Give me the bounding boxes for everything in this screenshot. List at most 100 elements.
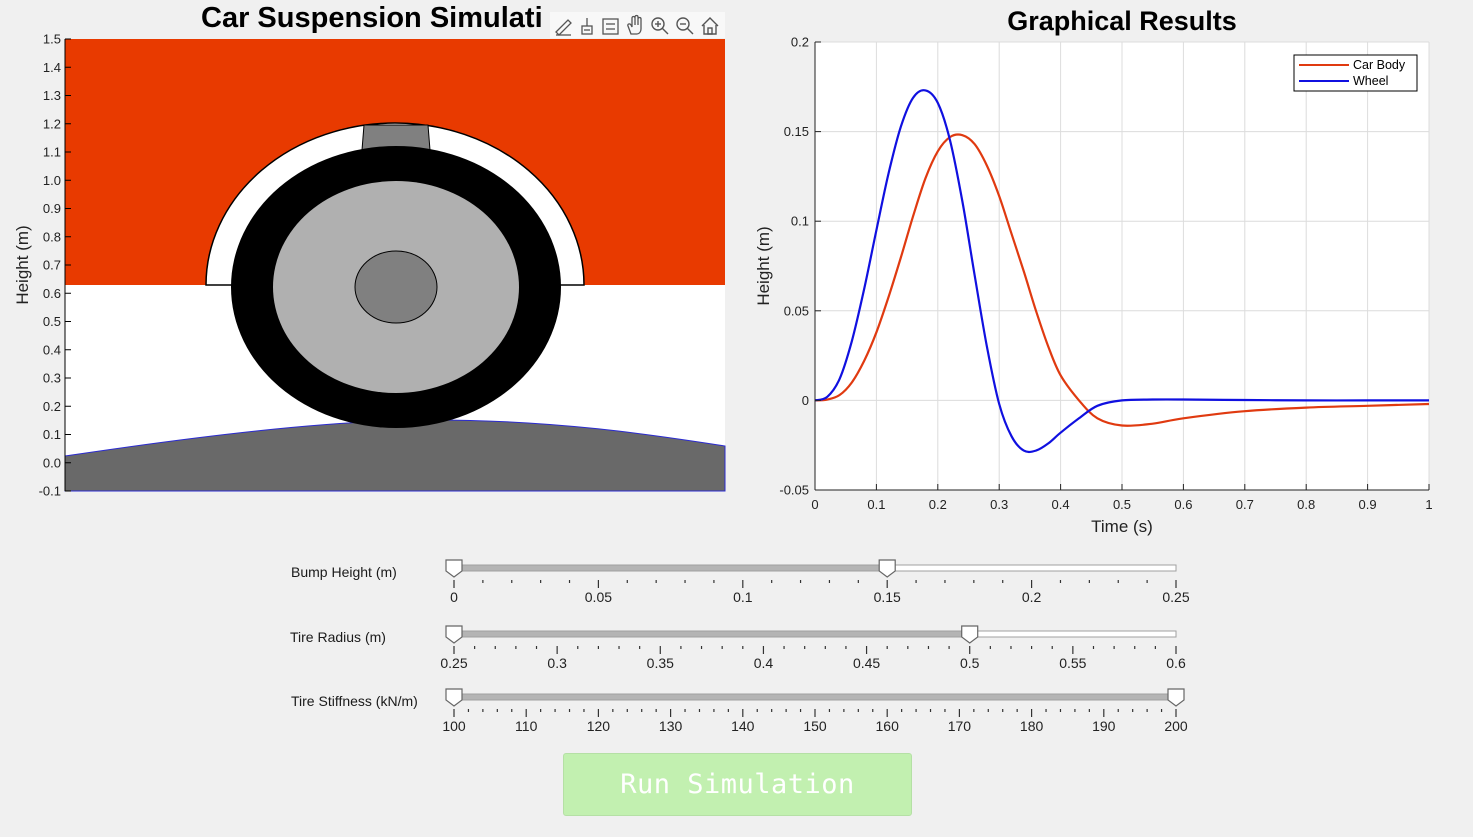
tire-stiffness-label: Tire Stiffness (kN/m) — [291, 693, 418, 709]
slider-panel: 0 0.05 0.1 0.15 0.2 0.25 0.25 0.3 0.35 0.4 0.45 0.5… — [440, 559, 1190, 734]
tire-stiffness-slider[interactable]: 100 110 120 130 140 150 160 170 180 190 200 — [442, 688, 1188, 734]
slider-tick-label: 190 — [1092, 718, 1116, 734]
chart-x-tick-label: 1 — [1425, 497, 1432, 512]
slider-tick-label: 0.2 — [1022, 589, 1042, 605]
slider-min-thumb[interactable] — [445, 625, 463, 644]
zoom-out-icon[interactable] — [676, 17, 694, 35]
tire-radius-label: Tire Radius (m) — [290, 629, 386, 645]
legend-label-wheel: Wheel — [1353, 74, 1388, 88]
series-line-car-body — [814, 133, 1430, 427]
simulation-title: Car Suspension Simulati — [201, 2, 543, 34]
slider-tick-label: 100 — [442, 718, 466, 734]
chart-legend[interactable]: Car Body Wheel — [1293, 54, 1418, 92]
chart-x-tick-label: 0.3 — [990, 497, 1008, 512]
chart-x-tick-label: 0.6 — [1174, 497, 1192, 512]
left-y-tick-label: 0.5 — [43, 314, 61, 329]
chart-y-tick-label: 0.2 — [791, 35, 809, 50]
slider-tick-label: 0 — [450, 589, 458, 605]
series-line-wheel — [814, 89, 1429, 454]
slider-tick-label: 0.25 — [1162, 589, 1189, 605]
chart-x-axis-label: Time (s) — [1091, 517, 1153, 536]
slider-tick-label: 200 — [1164, 718, 1188, 734]
slider-tick-label: 0.5 — [960, 655, 980, 671]
chart-y-tick-label: 0.05 — [784, 303, 809, 318]
left-y-tick-label: 1.4 — [43, 60, 61, 75]
brush-icon[interactable] — [581, 18, 593, 35]
slider-tick-label: 0.35 — [647, 655, 674, 671]
bump-height-slider[interactable]: 0 0.05 0.1 0.15 0.2 0.25 — [445, 559, 1190, 605]
results-chart[interactable]: 0 0.1 0.2 0.3 0.4 0.5 0.6 0.7 0.8 0.9 1 0.2 0.15 0.1 0… — [740, 0, 1473, 545]
simulation-axes[interactable]: 1.5 1.4 1.3 1.2 1.1 1.0 0.9 0.8 0.7 0.6 0.5 0.4 0.3 0… — [0, 30, 740, 505]
slider-tick-label: 110 — [515, 718, 538, 734]
left-y-tick-label: 0.8 — [43, 229, 61, 244]
slider-tick-label: 140 — [731, 718, 755, 734]
chart-y-tick-label: -0.05 — [779, 483, 809, 498]
chart-axes: 0 0.1 0.2 0.3 0.4 0.5 0.6 0.7 0.8 0.9 1 0.2 0.15 0.1 0… — [779, 35, 1432, 513]
chart-y-tick-label: 0 — [802, 393, 809, 408]
left-y-tick-label: 1.1 — [43, 145, 61, 160]
slider-tick-label: 0.55 — [1059, 655, 1086, 671]
chart-x-tick-label: 0.5 — [1113, 497, 1131, 512]
slider-tick-label: 120 — [587, 718, 611, 734]
slider-fill — [453, 630, 971, 638]
slider-value-thumb[interactable] — [878, 559, 896, 578]
slider-tick-label: 0.45 — [853, 655, 880, 671]
slider-fill — [453, 693, 1177, 701]
chart-x-tick-label: 0.8 — [1297, 497, 1315, 512]
chart-x-tick-label: 0.2 — [929, 497, 947, 512]
chart-y-tick-label: 0.1 — [791, 214, 809, 229]
slider-tick-label: 150 — [803, 718, 827, 734]
datatip-list-icon[interactable] — [602, 18, 619, 35]
left-y-tick-label: 1.0 — [43, 173, 61, 188]
left-y-tick-label: -0.1 — [39, 484, 61, 499]
chart-x-tick-label: 0.4 — [1052, 497, 1070, 512]
hub — [354, 250, 438, 324]
chart-x-tick-label: 0.9 — [1359, 497, 1377, 512]
slider-tick-label: 180 — [1020, 718, 1044, 734]
left-y-tick-label: 0.9 — [43, 201, 61, 216]
left-y-tick-label: 0.6 — [43, 286, 61, 301]
zoom-in-icon[interactable] — [651, 17, 669, 35]
chart-y-axis-label: Height (m) — [754, 226, 773, 305]
data-tips-icon[interactable] — [555, 19, 572, 36]
axes-toolbar — [550, 12, 725, 38]
slider-tick-label: 130 — [659, 718, 683, 734]
chart-series — [814, 89, 1430, 454]
bump-height-label: Bump Height (m) — [291, 564, 397, 580]
slider-value-thumb[interactable] — [961, 625, 979, 644]
pan-icon[interactable] — [627, 14, 642, 35]
slider-min-thumb[interactable] — [445, 688, 463, 707]
slider-value-thumb[interactable] — [1167, 688, 1185, 707]
left-y-tick-label: 1.5 — [43, 32, 61, 47]
slider-tick-label: 170 — [948, 718, 972, 734]
slider-tick-label: 0.6 — [1166, 655, 1186, 671]
chart-x-tick-label: 0.7 — [1236, 497, 1254, 512]
left-y-tick-label: 0.1 — [43, 427, 61, 442]
slider-tick-label: 0.4 — [754, 655, 774, 671]
slider-tick-label: 160 — [876, 718, 900, 734]
chart-y-tick-label: 0.15 — [784, 124, 809, 139]
left-y-tick-label: 1.2 — [43, 116, 61, 131]
chart-x-tick-label: 0.1 — [867, 497, 885, 512]
slider-tick-label: 0.15 — [874, 589, 901, 605]
home-icon[interactable] — [701, 17, 719, 35]
left-y-tick-label: 0.7 — [43, 258, 61, 273]
left-y-tick-label: 1.3 — [43, 88, 61, 103]
slider-min-thumb[interactable] — [445, 559, 463, 578]
chart-x-tick-label: 0 — [811, 497, 818, 512]
slider-tick-label: 0.25 — [440, 655, 467, 671]
left-y-ticks: 1.5 1.4 1.3 1.2 1.1 1.0 0.9 0.8 0.7 0.6 0.5 0.4 0.3 0… — [39, 32, 71, 499]
chart-title: Graphical Results — [1007, 6, 1237, 36]
left-y-tick-label: 0.0 — [43, 455, 61, 470]
tire-radius-slider[interactable]: 0.25 0.3 0.35 0.4 0.45 0.5 0.55 0.6 — [440, 625, 1186, 671]
run-simulation-button[interactable]: Run Simulation — [563, 753, 912, 816]
left-y-tick-label: 0.2 — [43, 399, 61, 414]
left-y-tick-label: 0.3 — [43, 371, 61, 386]
slider-fill — [453, 564, 888, 572]
legend-label-car-body: Car Body — [1353, 58, 1406, 72]
left-y-axis-label: Height (m) — [13, 225, 32, 304]
slider-tick-label: 0.1 — [733, 589, 753, 605]
left-y-tick-label: 0.4 — [43, 342, 61, 357]
slider-tick-label: 0.3 — [547, 655, 567, 671]
slider-tick-label: 0.05 — [585, 589, 612, 605]
